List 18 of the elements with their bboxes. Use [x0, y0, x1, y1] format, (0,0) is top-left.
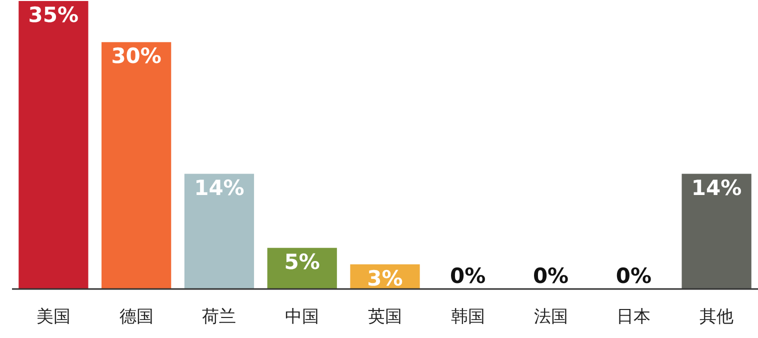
x-tick-label: 中国	[285, 307, 320, 327]
data-label: 30%	[111, 44, 162, 68]
x-tick-label: 韩国	[450, 307, 485, 327]
x-tick-label: 其他	[700, 307, 734, 327]
data-label: 0%	[616, 264, 652, 288]
x-tick-label: 法国	[534, 307, 568, 327]
data-label: 0%	[532, 264, 569, 288]
data-label: 5%	[284, 250, 320, 274]
data-label: 3%	[367, 266, 403, 290]
x-tick-label: 德国	[119, 307, 154, 327]
x-tick-label: 英国	[368, 307, 402, 327]
x-tick-label: 日本	[616, 307, 651, 327]
data-label: 0%	[450, 264, 486, 288]
data-label: 35%	[28, 3, 79, 27]
data-label: 14%	[194, 176, 244, 200]
data-label: 14%	[691, 176, 742, 200]
x-tick-label: 美国	[36, 307, 70, 327]
x-tick-label: 荷兰	[202, 307, 236, 327]
